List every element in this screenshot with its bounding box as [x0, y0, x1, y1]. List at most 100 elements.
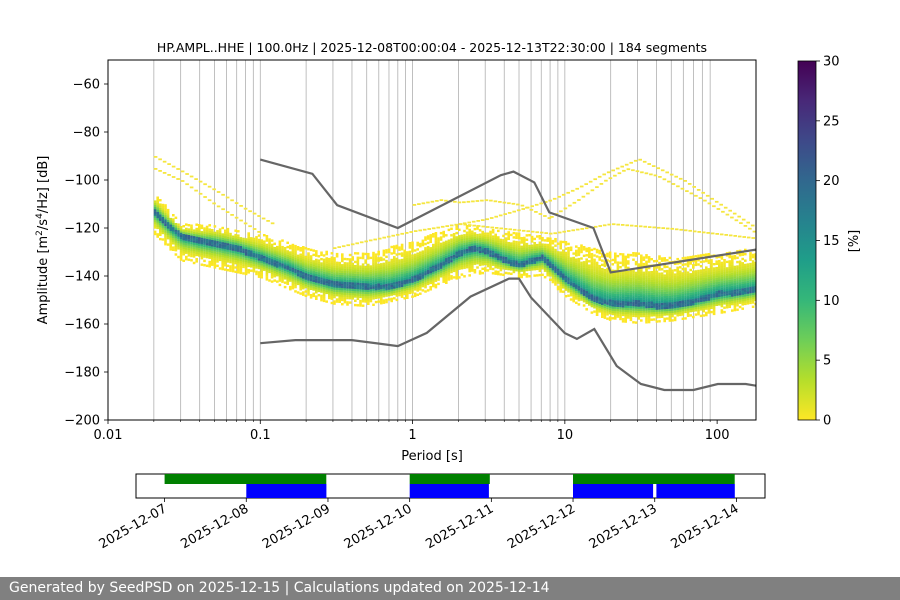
- heatmap-cell: [726, 300, 729, 302]
- heatmap-cell: [635, 298, 638, 300]
- heatmap-cell: [661, 272, 664, 274]
- heatmap-trace-cell: [426, 202, 430, 204]
- heatmap-cell: [419, 245, 422, 247]
- heatmap-cell: [492, 244, 495, 246]
- heatmap-cell: [617, 261, 620, 263]
- heatmap-cell: [250, 246, 253, 248]
- heatmap-cell: [271, 265, 274, 267]
- heatmap-cell: [325, 300, 328, 302]
- heatmap-cell: [448, 278, 451, 280]
- heatmap-cell: [328, 277, 331, 279]
- heatmap-cell: [741, 273, 744, 275]
- heatmap-cell: [466, 266, 469, 268]
- heatmap-cell: [536, 274, 539, 276]
- heatmap-cell: [640, 300, 643, 302]
- heatmap-cell: [656, 316, 659, 318]
- heatmap-cell: [536, 235, 539, 237]
- heatmap-cell: [432, 265, 435, 267]
- heatmap-cell: [167, 222, 170, 224]
- heatmap-cell: [650, 303, 653, 305]
- heatmap-cell: [601, 283, 604, 285]
- heatmap-cell: [229, 250, 232, 252]
- heatmap-cell: [247, 254, 250, 256]
- heatmap-cell: [609, 282, 612, 284]
- heatmap-cell: [572, 289, 575, 291]
- heatmap-cell: [510, 247, 513, 249]
- heatmap-cell: [390, 246, 393, 248]
- heatmap-cell: [562, 252, 565, 254]
- heatmap-cell: [411, 287, 414, 289]
- heatmap-cell: [211, 257, 214, 259]
- heatmap-cell: [362, 253, 365, 255]
- heatmap-cell: [294, 264, 297, 266]
- heatmap-trace-cell: [239, 220, 243, 222]
- heatmap-cell: [700, 274, 703, 276]
- heatmap-cell: [658, 303, 661, 305]
- heatmap-cell: [624, 312, 627, 314]
- heatmap-cell: [406, 292, 409, 294]
- heatmap-cell: [684, 296, 687, 298]
- heatmap-cell: [346, 262, 349, 264]
- heatmap-trace-cell: [480, 200, 484, 202]
- heatmap-cell: [596, 251, 599, 253]
- heatmap-cell: [656, 273, 659, 275]
- heatmap-cell: [611, 276, 614, 278]
- heatmap-cell: [318, 259, 321, 261]
- heatmap-cell: [281, 281, 284, 283]
- heatmap-cell: [370, 291, 373, 293]
- heatmap-cell: [305, 290, 308, 292]
- heatmap-cell: [666, 311, 669, 313]
- heatmap-cell: [299, 275, 302, 277]
- heatmap-cell: [263, 258, 266, 260]
- heatmap-trace-cell: [622, 170, 626, 172]
- heatmap-cell: [201, 255, 204, 257]
- heatmap-cell: [487, 265, 490, 267]
- heatmap-cell: [572, 278, 575, 280]
- heatmap-cell: [162, 210, 165, 212]
- heatmap-cell: [721, 273, 724, 275]
- heatmap-cell: [513, 236, 516, 238]
- heatmap-cell: [705, 295, 708, 297]
- heatmap-cell: [591, 264, 594, 266]
- heatmap-cell: [570, 266, 573, 268]
- heatmap-cell: [354, 287, 357, 289]
- heatmap-cell: [739, 293, 742, 295]
- heatmap-cell: [448, 257, 451, 259]
- heatmap-cell: [364, 290, 367, 292]
- heatmap-cell: [591, 303, 594, 305]
- heatmap-cell: [214, 225, 217, 227]
- heatmap-cell: [718, 273, 721, 275]
- heatmap-cell: [630, 319, 633, 321]
- heatmap-cell: [565, 261, 568, 263]
- heatmap-cell: [726, 276, 729, 278]
- heatmap-trace-cell: [476, 200, 480, 202]
- heatmap-cell: [565, 280, 568, 282]
- heatmap-cell: [741, 288, 744, 290]
- heatmap-cell: [435, 245, 438, 247]
- heatmap-cell: [617, 281, 620, 283]
- heatmap-cell: [520, 254, 523, 256]
- heatmap-cell: [500, 265, 503, 267]
- heatmap-cell: [552, 279, 555, 281]
- heatmap-cell: [292, 276, 295, 278]
- heatmap-cell: [708, 279, 711, 281]
- heatmap-cell: [492, 242, 495, 244]
- heatmap-cell: [362, 305, 365, 307]
- heatmap-cell: [658, 292, 661, 294]
- heatmap-cell: [346, 265, 349, 267]
- heatmap-cell: [627, 312, 630, 314]
- heatmap-cell: [632, 321, 635, 323]
- heatmap-cell: [448, 244, 451, 246]
- heatmap-trace-cell: [571, 190, 575, 192]
- heatmap-cell: [679, 307, 682, 309]
- heatmap-cell: [211, 242, 214, 244]
- heatmap-cell: [260, 252, 263, 254]
- heatmap-cell: [357, 270, 360, 272]
- heatmap-cell: [422, 257, 425, 259]
- heatmap-cell: [661, 283, 664, 285]
- heatmap-cell: [674, 295, 677, 297]
- heatmap-cell: [424, 275, 427, 277]
- heatmap-cell: [531, 253, 534, 255]
- heatmap-cell: [650, 280, 653, 282]
- heatmap-cell: [713, 282, 716, 284]
